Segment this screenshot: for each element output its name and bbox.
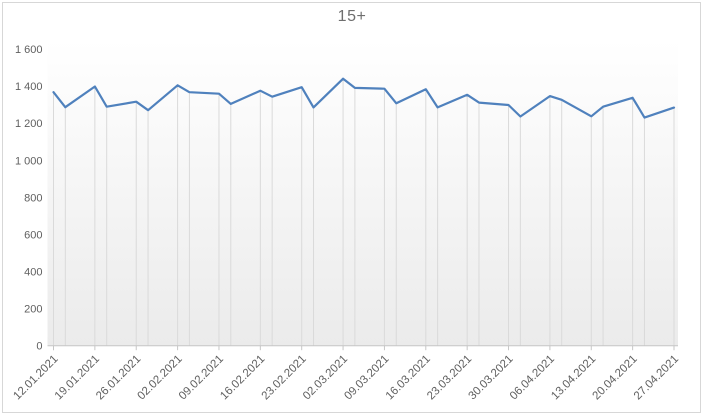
y-axis-label: 600	[24, 229, 42, 241]
drop-lines	[53, 79, 675, 346]
y-axis-label: 1 600	[15, 44, 43, 56]
chart-title: 15+	[337, 8, 367, 25]
y-axis-labels: 0 200 400 600 800 1 000 1 200 1 400 1 600	[15, 44, 43, 353]
y-axis-label: 1 200	[15, 118, 43, 130]
series-line	[52, 77, 676, 119]
x-axis-labels: 12.01.202119.01.202126.01.202102.02.2021…	[11, 353, 681, 402]
y-axis-label: 200	[24, 304, 42, 316]
plot-area	[47, 40, 678, 346]
y-axis-label: 1 000	[15, 155, 43, 167]
y-axis-label: 400	[24, 267, 42, 279]
y-axis-label: 0	[36, 341, 42, 353]
y-axis-label: 1 400	[15, 81, 43, 93]
x-axis-label: 27.04.2021	[632, 353, 681, 402]
y-axis-label: 800	[24, 192, 42, 204]
x-axis-ticks	[53, 345, 675, 351]
